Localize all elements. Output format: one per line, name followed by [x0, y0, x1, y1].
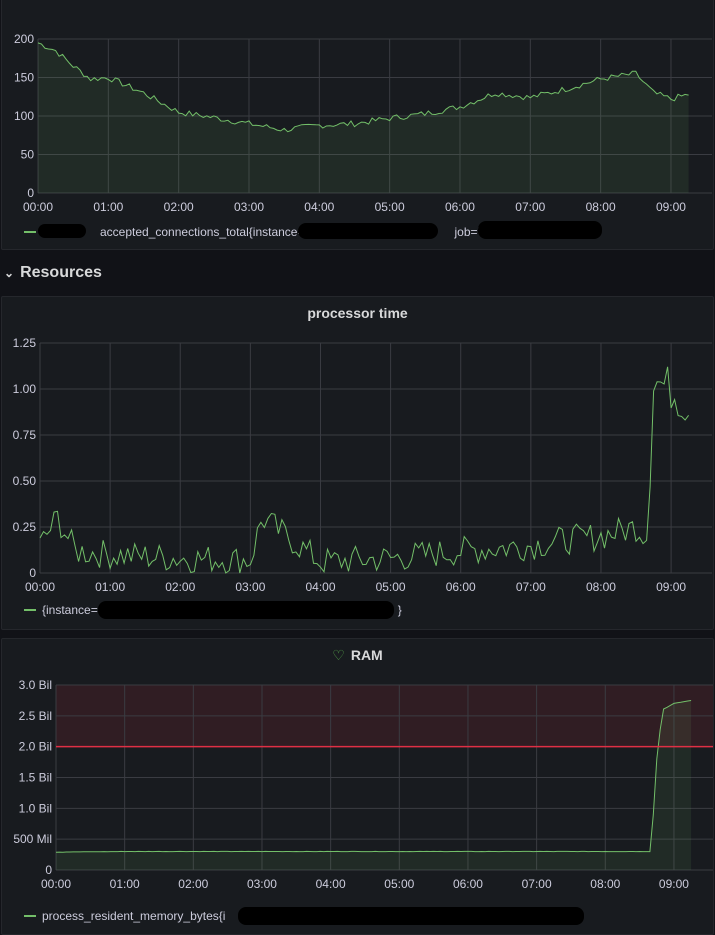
series-area	[38, 42, 689, 194]
x-tick-label: 09:00	[656, 200, 686, 214]
x-tick-label: 00:00	[41, 877, 71, 891]
x-tick-label: 00:00	[23, 200, 53, 214]
ram-graph[interactable]: 0 500 Mil 1.0 Bil 1.5 Bil 2.0 Bil 2.5 Bil 3.0 …	[2, 639, 714, 909]
x-tick-label: 07:00	[515, 200, 545, 214]
series-swatch	[24, 609, 36, 611]
legend-connections[interactable]: accepted_connections_total{instance= job…	[24, 225, 482, 239]
x-tick-label: 02:00	[165, 580, 195, 594]
y-tick-label: 1.0 Bil	[19, 801, 52, 815]
y-tick-label: 0.25	[13, 520, 37, 534]
y-tick-label: 0	[45, 863, 52, 877]
x-tick-label: 04:00	[304, 200, 334, 214]
x-tick-label: 06:00	[446, 580, 476, 594]
connections-panel[interactable]: 0 50 100 150 200 00:00 01:00 02:00 03:00 04:00 05:…	[1, 0, 714, 250]
legend-suffix: }	[397, 603, 402, 617]
y-tick-label: 0	[29, 566, 36, 580]
redaction	[98, 601, 394, 619]
legend-suffix: job="	[454, 225, 482, 239]
legend-label: process_resident_memory_bytes{i	[42, 909, 226, 923]
y-tick-label: 1.25	[13, 336, 37, 350]
row-header-resources[interactable]: ⌄ Resources	[4, 262, 102, 284]
y-tick-label: 2.0 Bil	[19, 740, 52, 754]
y-tick-label: 150	[14, 71, 34, 85]
series-swatch	[24, 231, 36, 233]
x-tick-label: 02:00	[178, 877, 208, 891]
panel-title-text: RAM	[350, 647, 383, 663]
series-line[interactable]	[55, 700, 692, 853]
x-tick-label: 03:00	[234, 200, 264, 214]
panel-title[interactable]: processor time	[307, 305, 408, 321]
legend-label: {instance=	[42, 603, 98, 617]
x-tick-label: 01:00	[110, 877, 140, 891]
connections-graph[interactable]: 0 50 100 150 200 00:00 01:00 02:00 03:00 04:00 05:…	[2, 0, 714, 219]
x-tick-label: 08:00	[590, 877, 620, 891]
y-tick-label: 0.50	[13, 474, 37, 488]
x-tick-label: 09:00	[659, 877, 689, 891]
x-tick-label: 06:00	[445, 200, 475, 214]
x-tick-label: 05:00	[375, 200, 405, 214]
x-tick-label: 07:00	[516, 580, 546, 594]
series-line[interactable]	[37, 42, 689, 133]
x-tick-label: 08:00	[586, 200, 616, 214]
y-tick-label: 1.5 Bil	[19, 771, 52, 785]
y-tick-label: 100	[14, 109, 34, 123]
redaction	[238, 907, 584, 925]
row-title: Resources	[20, 264, 102, 281]
heart-icon: ♡	[332, 647, 345, 663]
processor-graph[interactable]: 0 0.25 0.50 0.75 1.00 1.25 00:00 01:00 02:00 03:0…	[2, 297, 714, 597]
legend-label: accepted_connections_total{instance=	[100, 225, 305, 239]
y-tick-label: 0	[27, 186, 34, 200]
series-swatch	[24, 915, 36, 917]
x-tick-label: 09:00	[656, 580, 686, 594]
x-tick-label: 01:00	[93, 200, 123, 214]
y-tick-label: 200	[14, 32, 34, 46]
x-tick-label: 05:00	[384, 877, 414, 891]
x-tick-label: 01:00	[95, 580, 125, 594]
y-tick-label: 500 Mil	[13, 832, 52, 846]
processor-time-panel[interactable]: processor time 0 0.25 0.50 0.75 1.00 1.25 00:0…	[1, 296, 714, 630]
x-tick-label: 03:00	[247, 877, 277, 891]
legend-processor[interactable]: {instance= }	[24, 603, 402, 617]
y-tick-label: 1.00	[13, 382, 37, 396]
x-tick-label: 06:00	[453, 877, 483, 891]
y-tick-label: 50	[21, 148, 35, 162]
x-tick-label: 03:00	[235, 580, 265, 594]
y-tick-label: 2.5 Bil	[19, 709, 52, 723]
x-tick-label: 02:00	[164, 200, 194, 214]
series-area	[56, 700, 692, 870]
chevron-down-icon: ⌄	[4, 266, 15, 280]
x-tick-label: 07:00	[522, 877, 552, 891]
x-tick-label: 00:00	[25, 580, 55, 594]
x-tick-label: 04:00	[316, 877, 346, 891]
x-tick-label: 04:00	[305, 580, 335, 594]
series-line[interactable]	[39, 366, 690, 574]
x-tick-label: 08:00	[586, 580, 616, 594]
legend-ram[interactable]: process_resident_memory_bytes{i	[24, 909, 225, 923]
y-tick-label: 0.75	[13, 428, 37, 442]
redaction	[478, 221, 602, 239]
panel-title[interactable]: ♡ RAM	[2, 647, 713, 664]
redaction	[38, 224, 86, 238]
redaction	[298, 223, 438, 239]
y-tick-label: 3.0 Bil	[19, 678, 52, 692]
x-tick-label: 05:00	[376, 580, 406, 594]
ram-panel[interactable]: ♡ RAM 0 500 Mil 1.0 Bil 1.5 Bil 2.0 Bil 2.5 Bi…	[1, 638, 714, 935]
